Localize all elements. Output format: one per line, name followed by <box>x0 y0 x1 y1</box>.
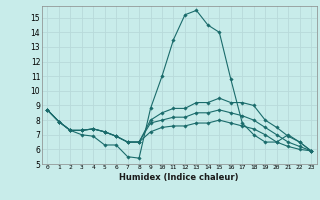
X-axis label: Humidex (Indice chaleur): Humidex (Indice chaleur) <box>119 173 239 182</box>
